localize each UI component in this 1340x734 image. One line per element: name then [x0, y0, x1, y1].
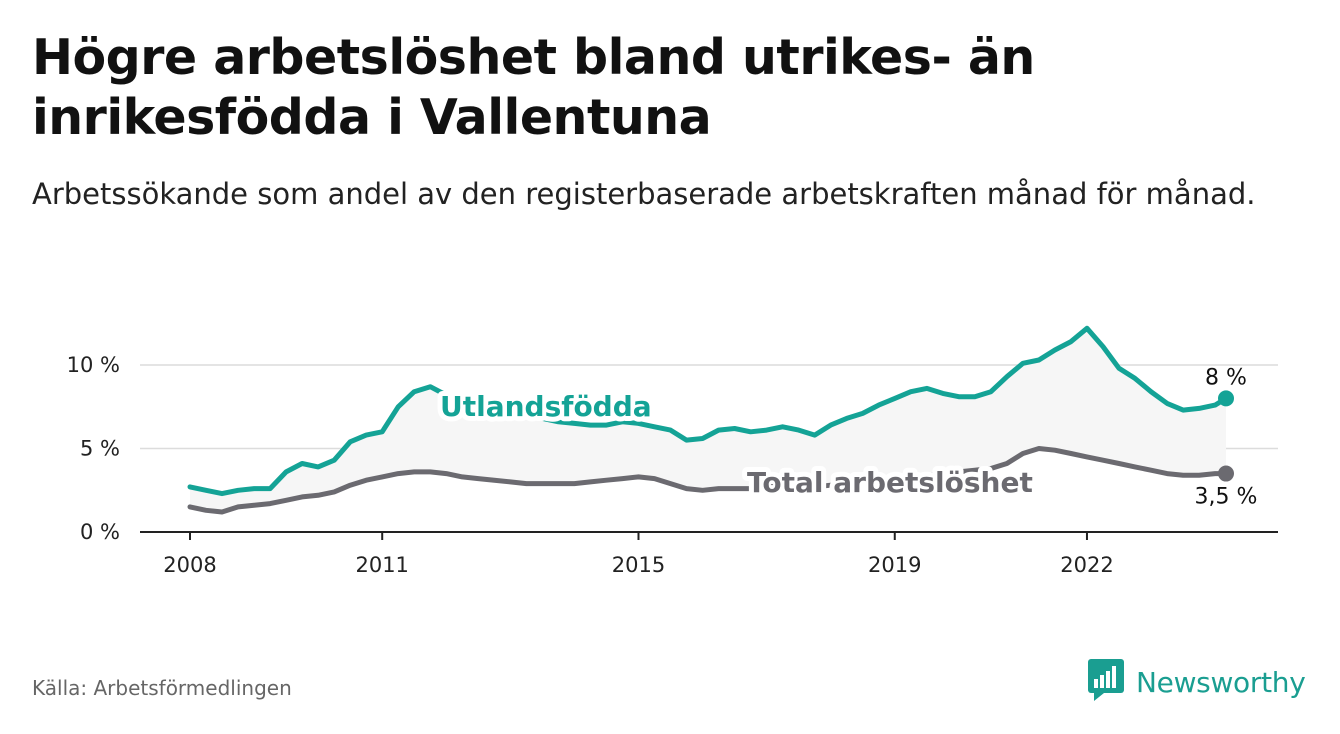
end-marker-total — [1218, 465, 1234, 482]
series-label-total-halo: Total arbetslöshet — [747, 466, 1033, 499]
chart-subtitle: Arbetssökande som andel av den registerb… — [32, 177, 1256, 211]
x-tick-label: 2008 — [163, 553, 216, 577]
x-tick-label: 2015 — [612, 553, 665, 577]
x-tick-label: 2011 — [355, 553, 408, 577]
x-tick-label: 2019 — [868, 553, 921, 577]
end-label-utlandsfodda: 8 % — [1205, 365, 1247, 390]
series-line-utlandsfodda — [187, 325, 1229, 497]
y-tick-label: 10 % — [67, 353, 120, 377]
brand-name: Newsworthy — [1136, 665, 1306, 699]
series-line-total — [187, 446, 1229, 515]
end-marker-utlandsfodda — [1218, 390, 1234, 407]
series-label-utlandsfodda-halo: Utlandsfödda — [440, 390, 652, 423]
y-tick-label: 5 % — [80, 437, 120, 461]
chart-title: Högre arbetslöshet bland utrikes- än inr… — [32, 29, 1035, 146]
x-tick-label: 2022 — [1060, 553, 1113, 577]
y-tick-label: 0 % — [80, 520, 120, 544]
area-between-series — [190, 328, 1226, 512]
series-label-total: Total arbetslöshet — [747, 466, 1033, 499]
brand-logo[interactable]: Newsworthy — [1088, 659, 1306, 705]
source-note: Källa: Arbetsförmedlingen — [32, 676, 292, 700]
series-label-utlandsfodda: Utlandsfödda — [440, 390, 652, 423]
bar-chart-logo-icon — [1088, 659, 1124, 705]
end-label-total: 3,5 % — [1195, 485, 1258, 510]
